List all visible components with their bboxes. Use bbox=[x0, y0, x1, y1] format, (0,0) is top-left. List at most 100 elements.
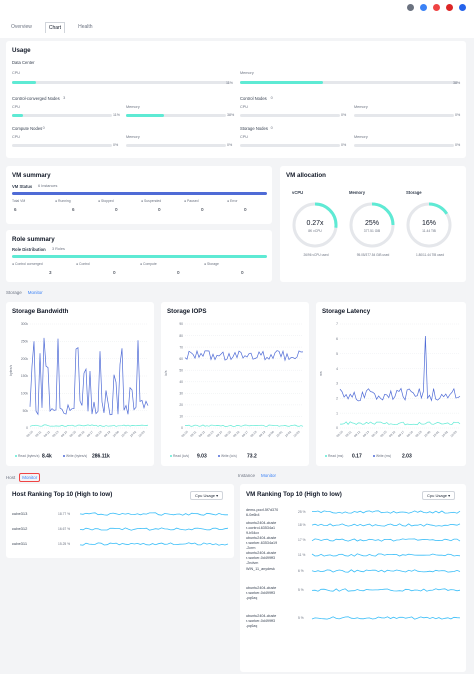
host-ranking-title: Host Ranking Top 10 (High to low) bbox=[12, 491, 113, 498]
write-legend-value: 2.03 bbox=[402, 454, 412, 460]
user-icon[interactable] bbox=[446, 4, 453, 11]
alloc-sub: 11.44 TiB bbox=[422, 229, 436, 233]
instance-section-label: Instance bbox=[238, 473, 256, 478]
x-tick: 09:10 bbox=[181, 430, 189, 438]
node-cpu-label: CPU bbox=[12, 135, 21, 139]
read-legend-dot bbox=[170, 455, 172, 457]
vm-name: -2ndvm bbox=[246, 561, 258, 565]
node-mem-value: 0% bbox=[455, 143, 461, 147]
host-monitor-link[interactable]: Monitor bbox=[19, 473, 41, 482]
x-tick: 09:17 bbox=[397, 430, 405, 438]
node-cpu-value: 0% bbox=[341, 143, 347, 147]
vm-metric-select[interactable]: Cpu Usage ▾ bbox=[422, 491, 456, 500]
vm-percent: 18 % bbox=[298, 523, 306, 527]
vm-status-col-value: 0 bbox=[158, 207, 161, 212]
x-tick: 09:14 bbox=[215, 430, 223, 438]
alert-icon[interactable] bbox=[433, 4, 440, 11]
node-cpu-bar bbox=[240, 114, 340, 117]
node-mem-bar bbox=[354, 114, 454, 117]
ranking-sparkline bbox=[79, 542, 229, 546]
y-axis-label: bytes/s bbox=[9, 365, 13, 376]
y-tick: 50k bbox=[23, 409, 29, 413]
node-mem-bar bbox=[126, 144, 226, 147]
vm-summary-title: VM summary bbox=[12, 172, 51, 179]
y-tick: 70 bbox=[179, 345, 183, 349]
bw-title: Storage Bandwidth bbox=[12, 308, 69, 315]
x-tick: 10:02 bbox=[284, 430, 292, 438]
vm-name: ubuntu2404-cluste bbox=[246, 536, 276, 540]
read-legend-label: Read (ms) bbox=[328, 454, 343, 458]
node-mem-fill bbox=[126, 114, 164, 117]
y-tick: 80 bbox=[179, 334, 183, 338]
host-percent: 18.77 % bbox=[58, 512, 70, 516]
vm-ranking-title: VM Ranking Top 10 (High to low) bbox=[246, 491, 342, 498]
node-group: Control Nodes 0 CPU Memory 0% 0% bbox=[240, 96, 460, 124]
usage-card: Usage Data Center CPU Memory 11% 38% Con… bbox=[6, 41, 466, 158]
node-mem-value: 0% bbox=[227, 143, 233, 147]
x-tick: 09:16 bbox=[388, 430, 396, 438]
tab-chart[interactable]: Chart bbox=[44, 22, 66, 33]
x-tick: 09:11 bbox=[189, 430, 197, 438]
write-legend-label: Write (bytes/s) bbox=[66, 454, 87, 458]
toolbar-icons bbox=[407, 4, 466, 11]
read-series-line bbox=[29, 424, 149, 427]
node-cpu-label: CPU bbox=[240, 105, 249, 109]
alloc-label: Memory bbox=[349, 190, 366, 195]
dc-cpu-label: CPU bbox=[12, 71, 21, 75]
vm-name: r-worker-0d499ff3 bbox=[246, 591, 275, 595]
x-tick: 09:14 bbox=[60, 430, 68, 438]
vm-name: r-control-63534a1 bbox=[246, 526, 275, 530]
settings-icon[interactable] bbox=[459, 4, 466, 11]
vm-status-col-value: 0 bbox=[115, 207, 118, 212]
node-group: Compute Nodes 0 CPU Memory 0% 0% bbox=[12, 126, 232, 154]
dc-mem-bar bbox=[240, 81, 323, 84]
y-tick: 300k bbox=[21, 322, 29, 326]
y-tick: 20 bbox=[179, 403, 183, 407]
node-mem-label: Memory bbox=[126, 135, 140, 139]
y-tick: 40 bbox=[179, 380, 183, 384]
vm-percent: 5 % bbox=[298, 616, 304, 620]
ranking-sparkline bbox=[311, 510, 461, 514]
alloc-value: 25% bbox=[365, 220, 379, 227]
tab-overview[interactable]: Overview bbox=[11, 24, 32, 30]
tab-health[interactable]: Health bbox=[78, 24, 93, 30]
node-group-name: Control Nodes bbox=[240, 96, 267, 101]
x-tick: 09:15 bbox=[379, 430, 387, 438]
vm-status-col-label: ● Paused bbox=[184, 199, 199, 203]
role-col-label: ● Compute bbox=[140, 262, 157, 266]
host-name: cube312 bbox=[12, 526, 28, 531]
role-bar bbox=[12, 255, 267, 258]
alloc-ring: 16% 11.44 TiB bbox=[406, 202, 452, 248]
vm-status-col-label: Total VM bbox=[12, 199, 26, 203]
x-tick: 10:00 bbox=[423, 430, 431, 438]
y-tick: 5 bbox=[336, 352, 338, 356]
node-mem-bar bbox=[126, 114, 226, 117]
storage-bandwidth-card: Storage Bandwidth bytes/s 300k 250k 200k 150… bbox=[6, 302, 154, 466]
x-tick: 09:18 bbox=[94, 430, 102, 438]
x-tick: 09:12 bbox=[198, 430, 206, 438]
vm-name: 6-0e6b4 bbox=[246, 513, 260, 517]
y-tick: 50 bbox=[179, 368, 183, 372]
globe-icon[interactable] bbox=[407, 4, 414, 11]
x-tick: 09:10 bbox=[26, 430, 34, 438]
ranking-sparkline bbox=[311, 523, 461, 527]
vm-ranking-card: VM Ranking Top 10 (High to low) Cpu Usag… bbox=[240, 484, 466, 672]
y-tick: 4 bbox=[336, 367, 338, 371]
docs-icon[interactable] bbox=[420, 4, 427, 11]
y-tick: 7 bbox=[336, 322, 338, 326]
y-tick: 0 bbox=[181, 426, 183, 430]
node-group: Storage Nodes 0 CPU Memory 0% 0% bbox=[240, 126, 460, 154]
read-legend-value: 8.4k bbox=[42, 454, 52, 460]
role-col-label: ● Control bbox=[76, 262, 90, 266]
instance-monitor-link[interactable]: Monitor bbox=[261, 473, 277, 478]
vm-name: ubuntu2404-cluste bbox=[246, 521, 276, 525]
x-tick: 10:01 bbox=[432, 430, 440, 438]
write-series-line bbox=[339, 335, 461, 402]
role-col-label: ● Control converged bbox=[12, 262, 43, 266]
ranking-sparkline bbox=[311, 569, 461, 573]
y-tick: 250k bbox=[21, 340, 29, 344]
storage-monitor-link[interactable]: Monitor bbox=[27, 290, 43, 295]
host-metric-select[interactable]: Cpu Usage ▾ bbox=[190, 491, 224, 500]
alloc-foot: 95.05/377.54 GiB used bbox=[356, 253, 390, 257]
